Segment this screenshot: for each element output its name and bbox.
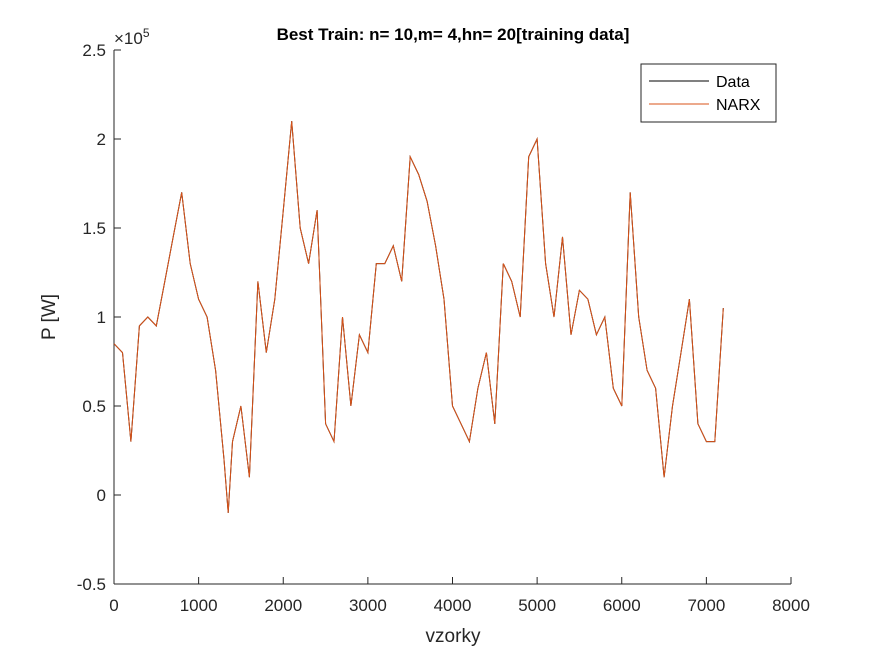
y-tick-label: 2.5 [82, 41, 106, 60]
y-tick-label: 1 [97, 308, 106, 327]
y-scale-base: ×10 [114, 29, 143, 48]
x-tick-label: 1000 [180, 596, 218, 615]
y-tick-label: -0.5 [77, 575, 106, 594]
y-axis-label: P [W] [39, 294, 60, 340]
y-scale-exponent: 5 [143, 26, 150, 40]
x-tick-label: 3000 [349, 596, 387, 615]
x-tick-label: 5000 [518, 596, 556, 615]
chart-title: Best Train: n= 10,m= 4,hn= 20[training d… [277, 25, 630, 44]
y-tick-label: 1.5 [82, 219, 106, 238]
y-tick-label: 0.5 [82, 397, 106, 416]
x-tick-label: 7000 [687, 596, 725, 615]
x-tick-label: 6000 [603, 596, 641, 615]
y-scale-label: ×105 [114, 26, 150, 48]
y-tick-label: 2 [97, 130, 106, 149]
series-line [113, 121, 724, 513]
legend-label: NARX [716, 97, 761, 114]
legend-box [640, 63, 777, 123]
x-tick-label: 0 [109, 596, 118, 615]
x-tick-label: 8000 [772, 596, 810, 615]
x-tick-label: 4000 [434, 596, 472, 615]
x-axis-label: vzorky [426, 626, 481, 647]
y-tick-label: 0 [97, 486, 106, 505]
legend-label: Data [716, 74, 750, 91]
x-tick-label: 2000 [264, 596, 302, 615]
